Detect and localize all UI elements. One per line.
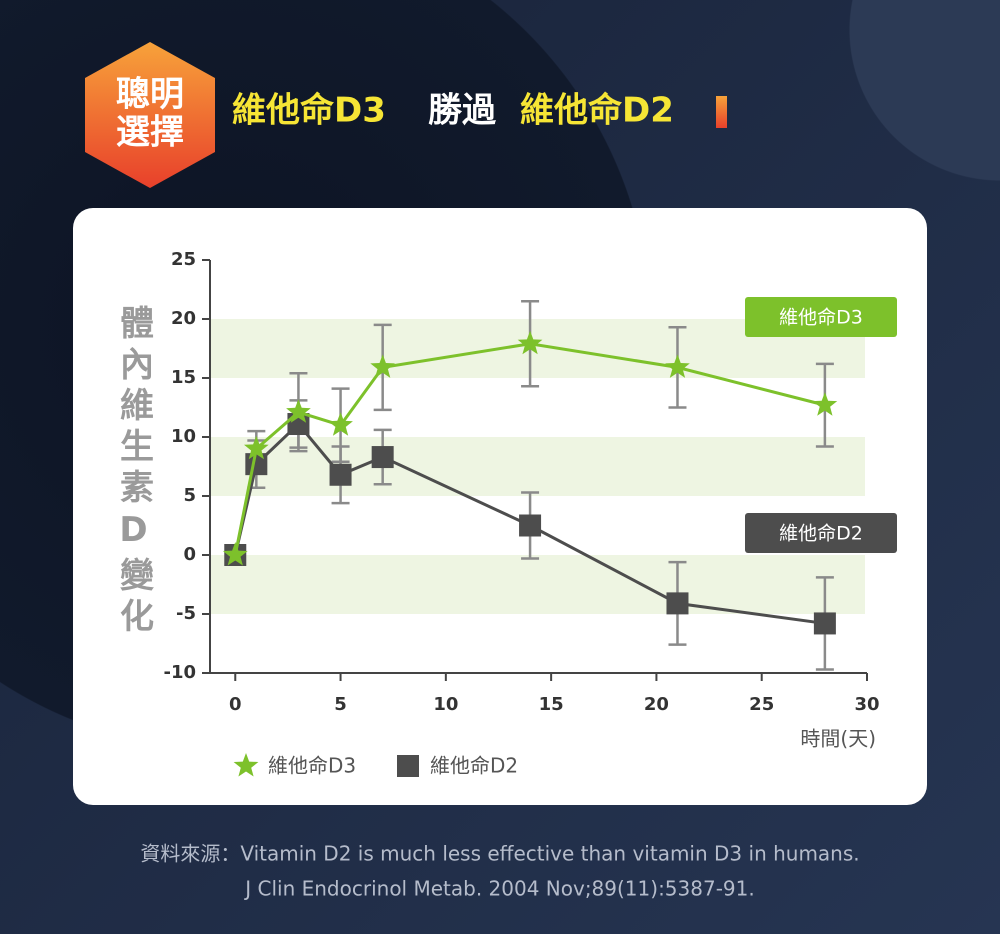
star-marker bbox=[286, 399, 311, 423]
plot: -10 -5 0 5 10 15 20 25 0 5 10 15 20 25 30 維他命D3 維他命D2 維他命… bbox=[163, 249, 897, 778]
band bbox=[210, 555, 865, 614]
title: 維他命D3 bbox=[232, 91, 386, 131]
star-marker bbox=[328, 412, 353, 436]
title: 勝過 bbox=[428, 91, 497, 131]
star-marker bbox=[517, 330, 543, 355]
x-axis-label: 時間(天) bbox=[800, 727, 876, 751]
y-tick-label: 20 bbox=[171, 308, 196, 329]
star-marker bbox=[244, 435, 269, 460]
series-tag-label: 維他命D3 bbox=[779, 307, 863, 329]
square-marker bbox=[666, 592, 689, 615]
series-tag-label: 維他命D2 bbox=[779, 523, 863, 545]
badge bbox=[85, 42, 215, 188]
x-tick-label: 5 bbox=[334, 694, 347, 715]
y-tick-label: -10 bbox=[163, 662, 196, 683]
y-tick-label: 15 bbox=[171, 367, 196, 388]
legend-label: 維他命D2 bbox=[430, 754, 518, 778]
y-tick-label: 10 bbox=[171, 426, 196, 447]
legend-marker bbox=[397, 755, 419, 777]
star-marker bbox=[222, 542, 248, 566]
y-tick-label: 0 bbox=[183, 544, 196, 565]
y-tick-label: -5 bbox=[176, 603, 196, 624]
source: J Clin Endocrinol Metab. 2004 Nov;89(11)… bbox=[243, 877, 754, 901]
legend-label: 維他命D3 bbox=[268, 754, 356, 778]
star-marker bbox=[812, 392, 838, 416]
badge-text: 聰明 bbox=[116, 75, 184, 115]
x-tick-label: 20 bbox=[644, 694, 669, 715]
star-marker bbox=[370, 354, 395, 378]
square-marker bbox=[329, 463, 352, 486]
y-tick-label: 5 bbox=[183, 485, 196, 506]
series-tag bbox=[745, 297, 897, 337]
y-axis-label: 體內維生素D變化 bbox=[114, 305, 154, 639]
square-marker bbox=[371, 446, 394, 469]
series-tag bbox=[745, 513, 897, 553]
band bbox=[210, 437, 865, 496]
square-marker bbox=[519, 514, 542, 537]
x-tick-label: 10 bbox=[433, 694, 458, 715]
series-line bbox=[233, 342, 826, 556]
source: 資料來源：Vitamin D2 is much less effective t… bbox=[140, 842, 859, 866]
legend-marker bbox=[233, 753, 259, 777]
x-tick-label: 30 bbox=[854, 694, 879, 715]
star-marker bbox=[665, 354, 690, 378]
x-tick-label: 25 bbox=[749, 694, 774, 715]
badge-text: 選擇 bbox=[116, 113, 184, 153]
title-accent bbox=[716, 96, 727, 128]
x-tick-label: 15 bbox=[539, 694, 564, 715]
title: 維他命D2 bbox=[520, 91, 674, 131]
y-tick-label: 25 bbox=[171, 249, 196, 270]
x-tick-label: 0 bbox=[229, 694, 242, 715]
square-marker bbox=[813, 612, 836, 635]
